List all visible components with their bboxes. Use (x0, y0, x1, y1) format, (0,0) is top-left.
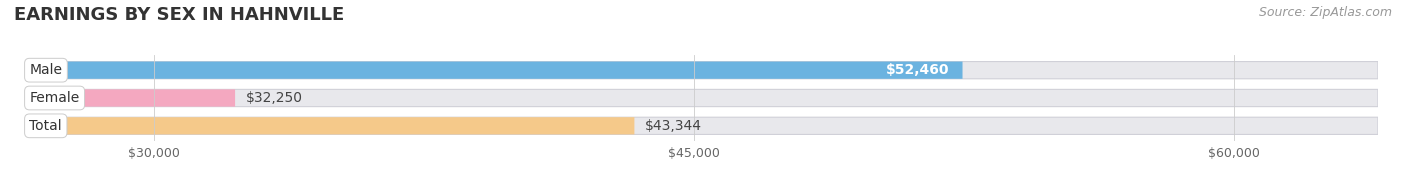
Text: Male: Male (30, 63, 62, 77)
Text: Source: ZipAtlas.com: Source: ZipAtlas.com (1258, 6, 1392, 19)
Text: Female: Female (30, 91, 80, 105)
Text: EARNINGS BY SEX IN HAHNVILLE: EARNINGS BY SEX IN HAHNVILLE (14, 6, 344, 24)
FancyBboxPatch shape (28, 89, 1378, 107)
FancyBboxPatch shape (28, 62, 1378, 79)
Text: $52,460: $52,460 (886, 63, 949, 77)
Text: $43,344: $43,344 (645, 119, 702, 133)
FancyBboxPatch shape (28, 62, 963, 79)
Text: $32,250: $32,250 (246, 91, 302, 105)
Text: Total: Total (30, 119, 62, 133)
FancyBboxPatch shape (28, 89, 235, 107)
FancyBboxPatch shape (28, 117, 1378, 134)
FancyBboxPatch shape (28, 117, 634, 134)
